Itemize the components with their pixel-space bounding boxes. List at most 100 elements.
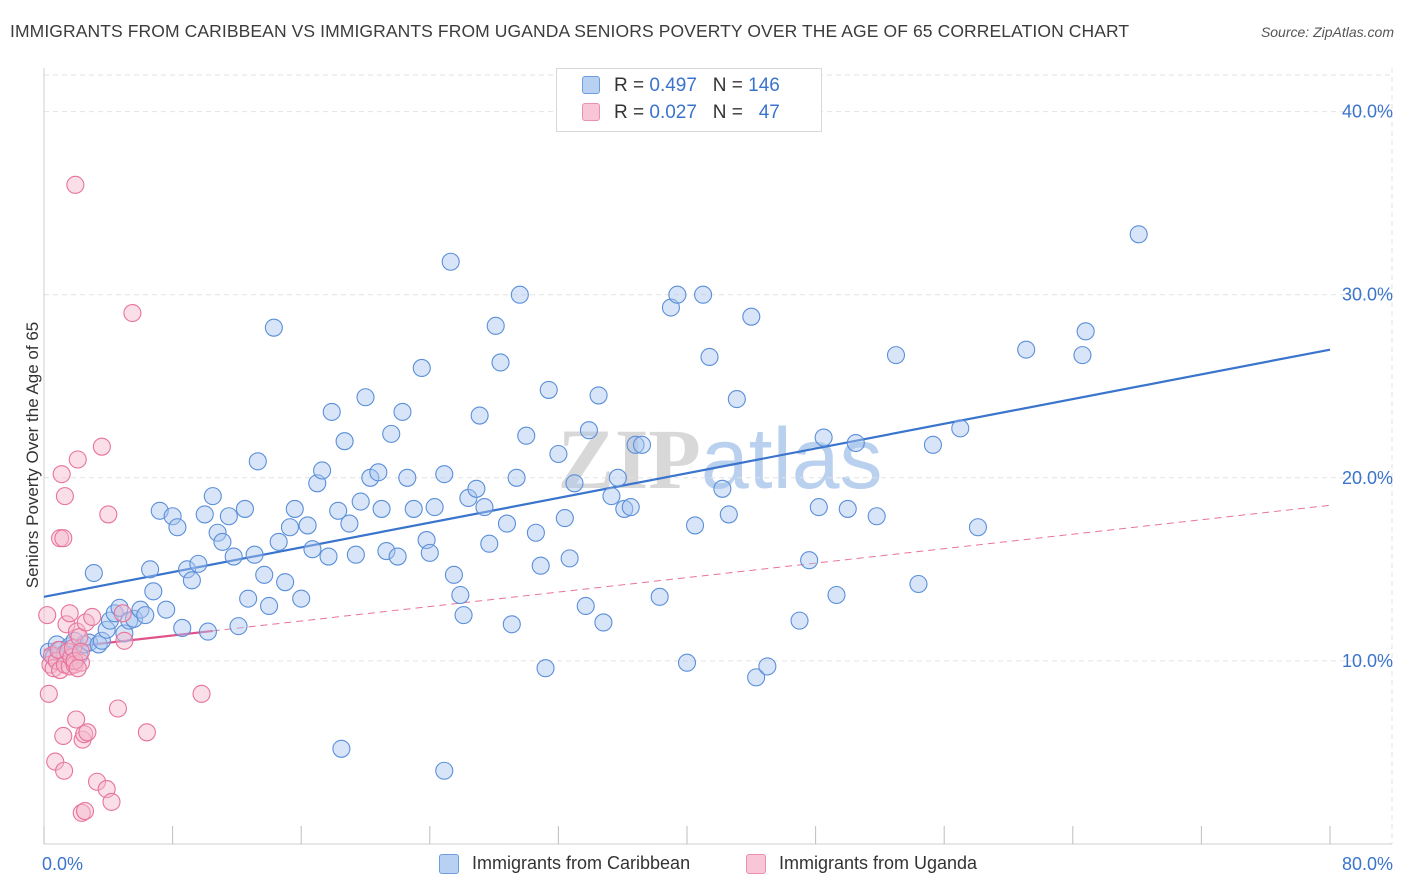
uganda-point	[71, 642, 91, 661]
caribbean-point	[276, 573, 295, 592]
caribbean-point	[313, 461, 332, 480]
caribbean-point	[219, 507, 238, 526]
caribbean-point	[531, 556, 550, 575]
caribbean-point	[549, 444, 568, 464]
legend-swatch-pink	[746, 854, 766, 874]
series-legend: Immigrants from Caribbean Immigrants fro…	[0, 852, 1406, 878]
caribbean-point	[340, 514, 359, 533]
caribbean-point	[168, 518, 187, 537]
uganda-point	[66, 175, 85, 194]
caribbean-point	[173, 618, 192, 637]
caribbean-point	[555, 509, 574, 528]
axes	[43, 68, 1392, 845]
y-tick-label: 10.0%	[1342, 651, 1393, 671]
caribbean-point	[346, 545, 365, 564]
legend-r-value: 0.497	[649, 75, 697, 96]
caribbean-point	[951, 419, 970, 438]
caribbean-point	[517, 426, 536, 445]
caribbean-point	[208, 523, 227, 542]
caribbean-point	[157, 600, 176, 619]
caribbean-point	[560, 549, 579, 568]
caribbean-point	[435, 465, 454, 484]
caribbean-point	[497, 514, 517, 533]
caribbean-point	[124, 609, 144, 628]
caribbean-point	[84, 563, 103, 583]
caribbean-point	[615, 499, 634, 518]
legend-n-label: N =	[712, 75, 743, 96]
legend-r-label: R =	[614, 102, 645, 123]
caribbean-point	[213, 532, 232, 551]
caribbean-point	[136, 606, 155, 625]
y-tick-label: 30.0%	[1342, 285, 1393, 305]
caribbean-point	[92, 631, 111, 650]
caribbean-point	[800, 551, 819, 570]
caribbean-point	[259, 596, 279, 616]
caribbean-point	[700, 347, 719, 367]
uganda-points	[38, 175, 211, 822]
tick-labels: 10.0% 20.0% 30.0% 40.0% 0.0% 80.0%	[42, 102, 1393, 874]
legend-n-value: 146	[748, 75, 780, 96]
x-tick-label: 0.0%	[42, 854, 83, 874]
caribbean-point	[398, 468, 417, 487]
legend-label-uganda: Immigrants from Uganda	[779, 853, 978, 873]
uganda-point	[60, 604, 79, 623]
x-tick-label: 80.0%	[1342, 854, 1393, 874]
caribbean-point	[579, 421, 598, 440]
uganda-trend-line-dashed	[212, 504, 1331, 632]
caribbean-point	[412, 358, 431, 378]
caribbean-point	[245, 545, 264, 564]
caribbean-point	[178, 560, 197, 579]
caribbean-point	[195, 505, 214, 524]
caribbean-point	[335, 432, 354, 451]
caribbean-point	[303, 540, 322, 559]
caribbean-point	[621, 498, 640, 517]
caribbean-point	[694, 285, 713, 304]
caribbean-point	[719, 505, 738, 524]
caribbean-point	[239, 589, 258, 608]
caribbean-point	[393, 402, 412, 421]
uganda-point	[71, 653, 91, 672]
caribbean-point	[264, 318, 283, 337]
uganda-point	[75, 801, 95, 821]
caribbean-point	[790, 611, 809, 630]
caribbean-point	[322, 402, 341, 421]
caribbean-point	[758, 657, 777, 676]
uganda-point	[57, 615, 76, 634]
uganda-point	[92, 437, 111, 456]
caribbean-point	[727, 390, 746, 409]
caribbean-point	[968, 518, 988, 537]
caribbean-point	[846, 433, 865, 453]
y-tick-label: 40.0%	[1342, 102, 1393, 122]
uganda-point	[108, 699, 127, 718]
caribbean-point	[248, 452, 267, 471]
caribbean-point	[486, 316, 505, 335]
caribbean-point	[444, 565, 463, 584]
caribbean-point	[224, 547, 243, 566]
caribbean-point	[677, 653, 697, 672]
caribbean-point	[329, 501, 348, 520]
legend-swatch-pink	[582, 103, 600, 121]
caribbean-point	[351, 492, 370, 511]
caribbean-point	[909, 574, 928, 594]
caribbean-point	[298, 516, 317, 535]
caribbean-point	[203, 487, 222, 506]
caribbean-point	[420, 543, 439, 562]
caribbean-point	[576, 596, 595, 616]
caribbean-point	[319, 547, 338, 566]
caribbean-point	[814, 428, 833, 447]
caribbean-point	[189, 554, 208, 573]
caribbean-point	[332, 739, 351, 758]
caribbean-point	[285, 499, 304, 518]
caribbean-point	[565, 474, 584, 493]
caribbean-point	[668, 285, 687, 304]
data-points	[38, 175, 1148, 822]
caribbean-trend-line	[43, 348, 1331, 598]
caribbean-point	[507, 468, 526, 487]
uganda-point	[68, 450, 87, 469]
uganda-point	[75, 725, 94, 744]
caribbean-point	[377, 541, 396, 561]
caribbean-point	[502, 615, 521, 634]
caribbean-point	[867, 507, 886, 526]
caribbean-point	[292, 589, 311, 608]
watermark: ZIPatlas	[557, 411, 882, 507]
